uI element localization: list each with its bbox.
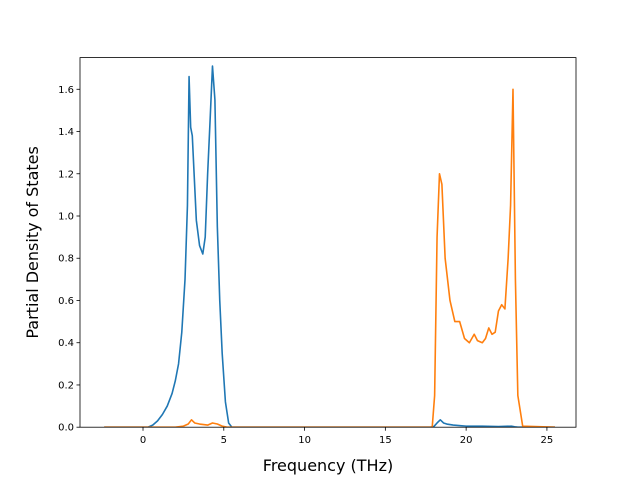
series-line-1: [104, 65, 555, 428]
y-tick-label: 1.2: [58, 169, 74, 180]
y-tick-label: 1.0: [58, 212, 74, 223]
x-tick-label: 5: [221, 435, 227, 446]
x-tick-label: 0: [140, 435, 146, 446]
plot-frame: [79, 57, 577, 428]
x-tick-label: 25: [541, 435, 554, 446]
y-tick-label: 0.8: [58, 254, 74, 265]
y-tick-label: 1.6: [58, 85, 74, 96]
y-tick-label: 0.6: [58, 296, 74, 307]
y-tick-label: 0.0: [58, 423, 74, 434]
y-tick-label: 1.4: [58, 127, 74, 138]
x-tick-label: 10: [298, 435, 311, 446]
y-tick-label: 0.2: [58, 380, 74, 391]
x-tick-label: 15: [379, 435, 392, 446]
y-tick-label: 0.4: [58, 338, 74, 349]
series-line-2: [104, 88, 556, 428]
y-axis-title: Partial Density of States: [23, 146, 42, 338]
x-tick-label: 20: [460, 435, 473, 446]
x-axis-title: Frequency (THz): [263, 456, 393, 475]
